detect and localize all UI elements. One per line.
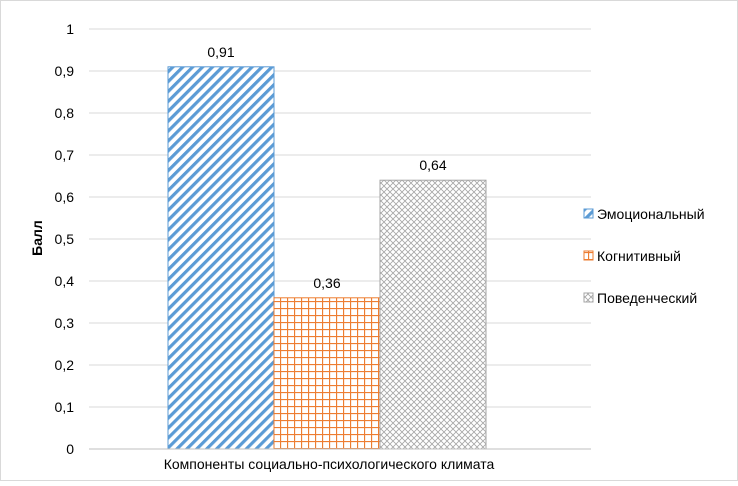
bar-2	[273, 297, 381, 450]
legend-swatch	[583, 208, 594, 219]
legend: Эмоциональный Когнитивный Поведенческий	[583, 206, 705, 306]
y-tick-label: 1	[66, 21, 74, 37]
y-tick-label: 0,7	[55, 147, 75, 163]
y-tick-label: 0,8	[55, 105, 75, 121]
legend-label: Когнитивный	[597, 248, 681, 264]
data-label: 0,64	[419, 157, 446, 173]
y-tick-label: 0,1	[55, 399, 75, 415]
y-tick-label: 0,5	[55, 231, 75, 247]
legend-label: Поведенческий	[597, 290, 697, 306]
y-tick-label: 0	[66, 441, 74, 457]
bar-1	[167, 66, 275, 450]
bars	[167, 66, 487, 450]
y-tick-label: 0,9	[55, 63, 75, 79]
legend-swatch	[583, 292, 594, 303]
data-label: 0,91	[207, 44, 234, 60]
y-tick-label: 0,3	[55, 315, 75, 331]
legend-label: Эмоциональный	[597, 206, 705, 222]
y-tick-label: 0,2	[55, 357, 75, 373]
data-label: 0,36	[313, 275, 340, 291]
y-tick-label: 0,4	[55, 273, 75, 289]
x-axis-title: Компоненты социально-психологического кл…	[164, 456, 495, 472]
bar-3	[379, 179, 487, 450]
data-labels: 0,91 0,36 0,64	[207, 44, 446, 291]
y-tick-labels: 0 0,1 0,2 0,3 0,4 0,5 0,6 0,7 0,8 0,9 1	[55, 21, 75, 457]
y-axis-title: Балл	[29, 220, 45, 256]
legend-swatch	[583, 250, 594, 261]
y-tick-label: 0,6	[55, 189, 75, 205]
